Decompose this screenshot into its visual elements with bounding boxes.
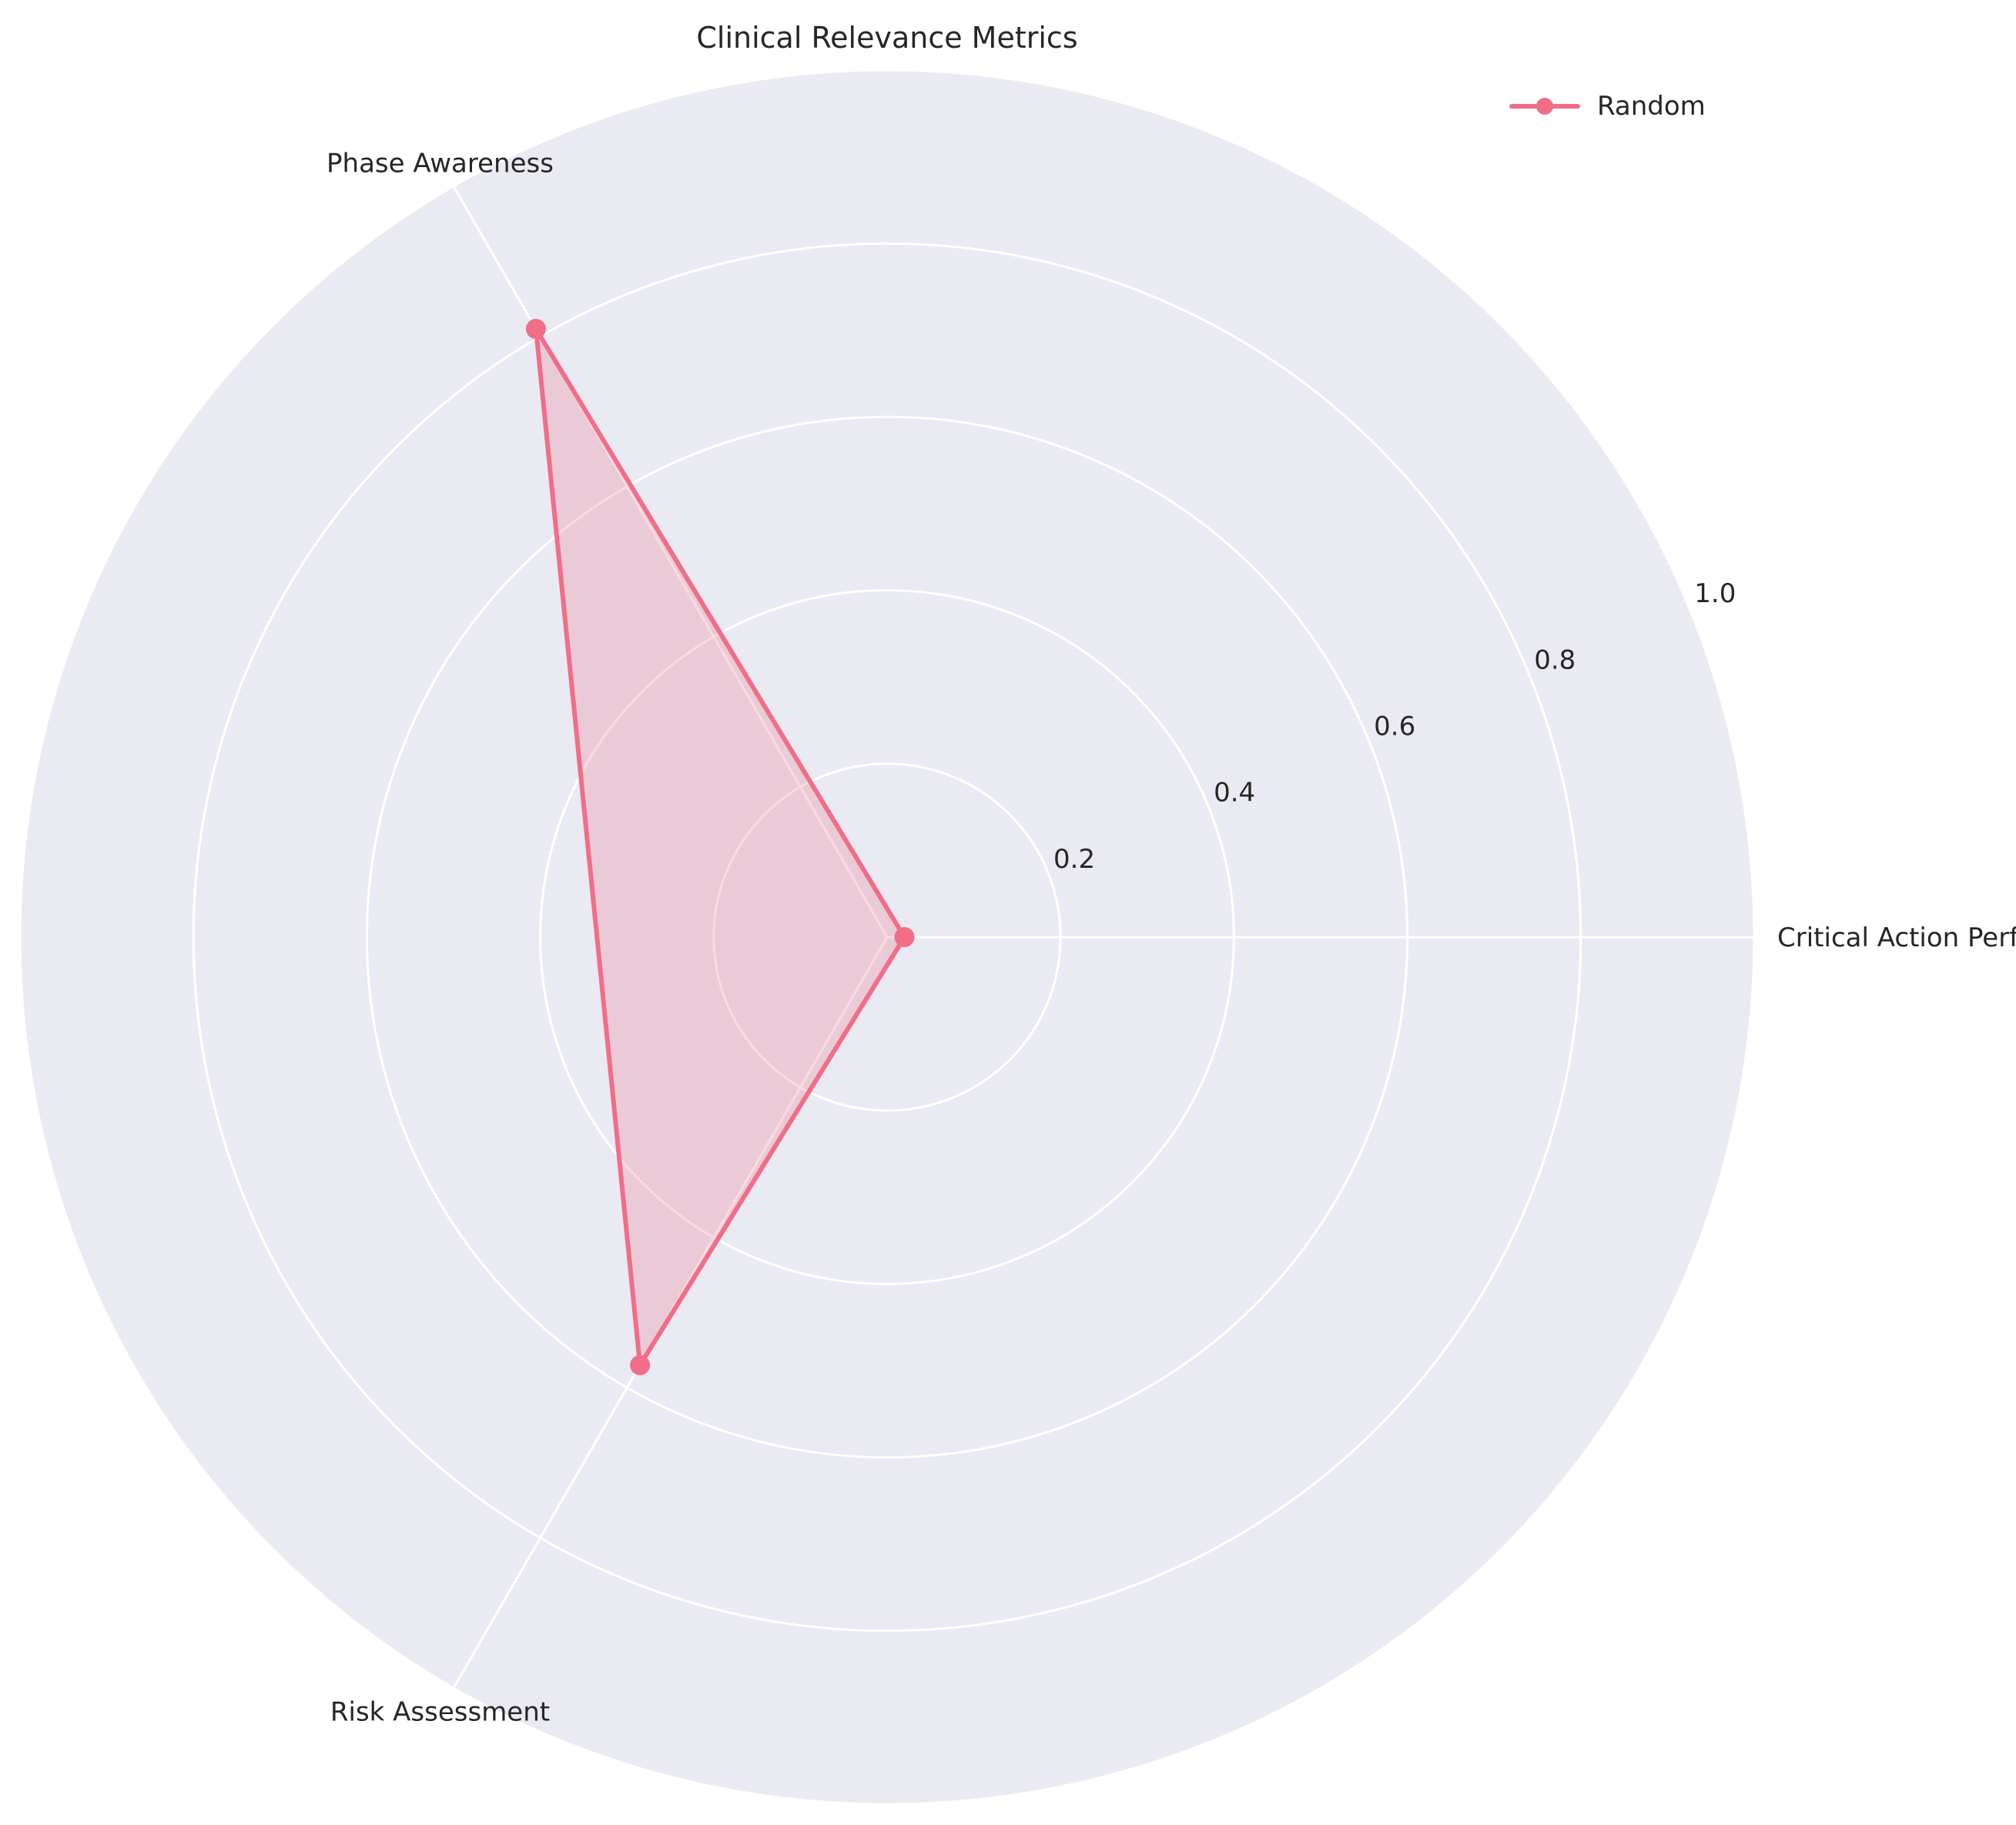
category-label: Risk Assessment xyxy=(330,1696,550,1727)
grid-spoke xyxy=(452,186,889,938)
category-label: Phase Awareness xyxy=(327,149,554,179)
data-point xyxy=(525,319,546,340)
series-area xyxy=(535,329,905,1365)
series-markers xyxy=(525,319,915,1375)
radial-tick-label: 0.2 xyxy=(1053,844,1095,875)
radial-tick-label: 0.8 xyxy=(1534,645,1576,675)
radial-tick-labels: 0.2 0.4 0.6 0.8 1.0 xyxy=(1053,578,1736,875)
data-point xyxy=(894,927,915,947)
legend: Random xyxy=(1509,91,1706,122)
chart-title: Clinical Relevance Metrics xyxy=(696,21,1077,55)
category-label: Critical Action Performance xyxy=(1777,923,2016,953)
category-labels: Critical Action Performance Phase Awarene… xyxy=(327,149,2016,1728)
series-line xyxy=(533,326,907,1368)
radial-tick-label: 1.0 xyxy=(1694,578,1736,609)
radial-tick-label: 0.4 xyxy=(1214,778,1255,809)
data-point xyxy=(630,1355,651,1375)
legend-swatch xyxy=(1509,91,1580,122)
legend-label: Random xyxy=(1597,91,1706,122)
radial-tick-label: 0.6 xyxy=(1374,711,1415,742)
